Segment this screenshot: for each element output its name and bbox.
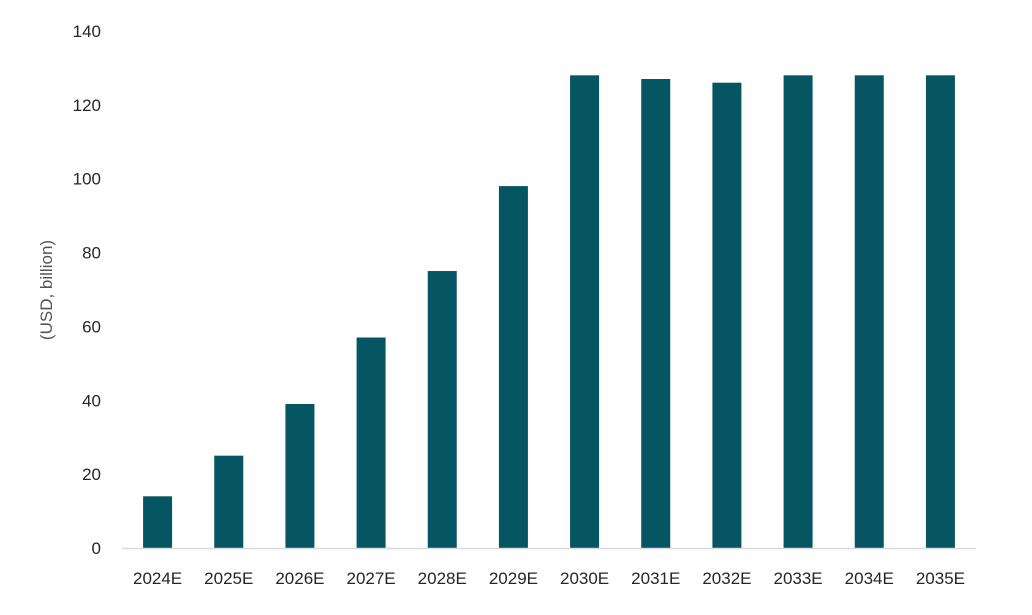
- bar-2033e: [783, 75, 813, 549]
- x-tick-label: 2029E: [489, 569, 538, 588]
- bar-2027e: [356, 337, 386, 548]
- x-tick-label: 2026E: [275, 569, 324, 588]
- y-tick-label: 140: [73, 22, 101, 41]
- x-tick-label: 2027E: [346, 569, 395, 588]
- bar-2028e: [427, 271, 457, 548]
- bar-2026e: [285, 403, 315, 548]
- y-tick-label: 120: [73, 96, 101, 115]
- y-axis: 0 20 40 60 80 100 120 140: [73, 22, 101, 558]
- x-tick-label: 2031E: [631, 569, 680, 588]
- y-tick-label: 20: [82, 465, 101, 484]
- bar-2031e: [641, 79, 671, 548]
- y-tick-label: 40: [82, 391, 101, 410]
- x-tick-label: 2024E: [133, 569, 182, 588]
- bar-2024e: [143, 496, 173, 548]
- x-axis: 2024E 2025E 2026E 2027E 2028E 2029E 2030E 2031E…: [133, 569, 965, 588]
- bar-2035e: [925, 75, 955, 549]
- x-tick-label: 2033E: [773, 569, 822, 588]
- bar-2030e: [570, 75, 600, 549]
- bar-2025e: [214, 455, 244, 548]
- y-tick-label: 0: [92, 539, 101, 558]
- bar-2029e: [498, 186, 528, 548]
- x-tick-label: 2035E: [916, 569, 965, 588]
- bar-2034e: [854, 75, 884, 549]
- x-tick-label: 2025E: [204, 569, 253, 588]
- y-tick-label: 60: [82, 317, 101, 336]
- x-tick-label: 2034E: [845, 569, 894, 588]
- y-axis-title: (USD, billion): [37, 240, 56, 340]
- bars: [143, 75, 955, 549]
- x-tick-label: 2028E: [418, 569, 467, 588]
- bar-2032e: [712, 82, 742, 548]
- y-tick-label: 80: [82, 244, 101, 263]
- x-tick-label: 2032E: [702, 569, 751, 588]
- y-tick-label: 100: [73, 170, 101, 189]
- x-tick-label: 2030E: [560, 569, 609, 588]
